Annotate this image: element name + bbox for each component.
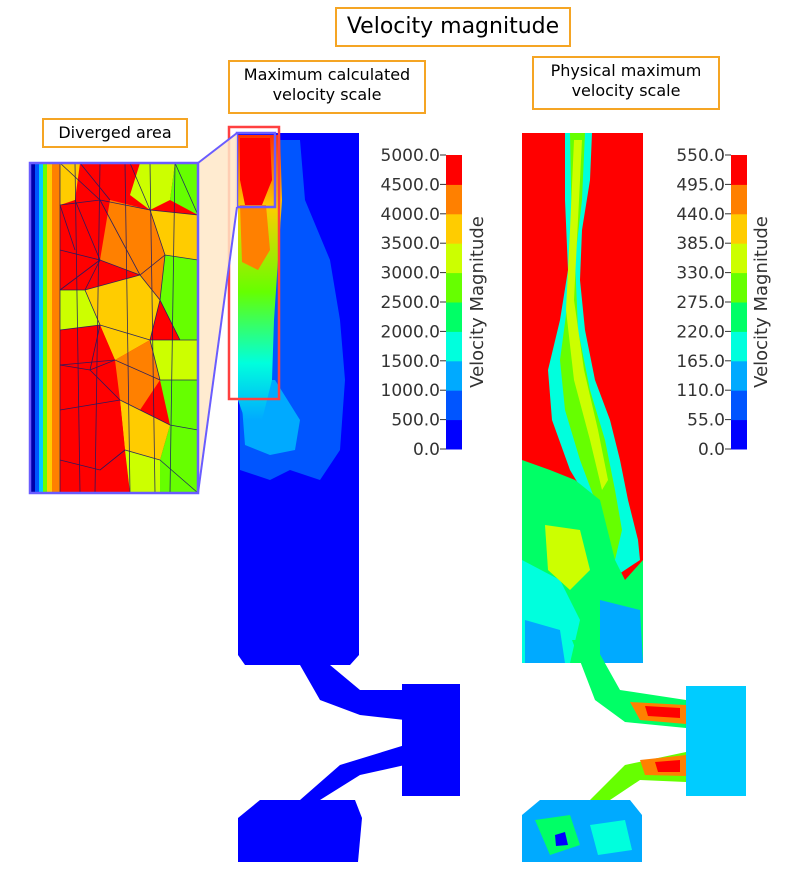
colorbar-swatch [446, 419, 462, 450]
colorbar-tick-label: 55.0 [687, 411, 725, 431]
colorbar-swatch [731, 184, 747, 215]
left-duct-upper [300, 665, 405, 720]
colorbar-swatch [731, 419, 747, 450]
colorbar-swatch [731, 331, 747, 362]
colorbar-swatch [731, 360, 747, 391]
colorbar-tick-label: 4500.0 [381, 175, 440, 195]
colorbar-swatch [446, 390, 462, 421]
colorbar-tick-label: 385.0 [676, 234, 725, 254]
left-domain [238, 133, 460, 862]
left-bottom-chamber [238, 800, 362, 862]
colorbar-tick-label: 2500.0 [381, 293, 440, 313]
right-lower-yellow [545, 525, 590, 590]
zoom-frame [28, 161, 200, 495]
right-lower-blue [525, 620, 565, 663]
right-yellow-strand [566, 140, 608, 490]
colorbar-swatch [446, 360, 462, 391]
colorbar-tick-label: 0.0 [413, 440, 440, 460]
left-chamber-bottom [238, 640, 359, 665]
colorbar-right-title: Velocity Magnitude [751, 216, 772, 388]
left-side-box [402, 684, 460, 796]
colorbar-tick-label: 5000.0 [381, 146, 440, 166]
colorbar-tick-label: 3000.0 [381, 264, 440, 284]
colorbar-tick-label: 440.0 [676, 205, 725, 225]
colorbar-swatch [731, 243, 747, 274]
colorbar-swatch [446, 155, 462, 185]
colorbar-tick-label: 110.0 [676, 381, 725, 401]
colorbar-tick-label: 550.0 [676, 146, 725, 166]
colorbar-swatch [446, 302, 462, 332]
colorbar-tick-label: 1000.0 [381, 381, 440, 401]
colorbar-tick-label: 275.0 [676, 293, 725, 313]
colorbar-tick-label: 1500.0 [381, 352, 440, 372]
colorbar-tick-label: 2000.0 [381, 322, 440, 342]
colorbar-swatch [731, 272, 747, 303]
colorbar-swatch [446, 213, 462, 244]
colorbar-tick-label: 4000.0 [381, 205, 440, 225]
right-side-box [686, 686, 746, 796]
left-orange-core [240, 205, 270, 270]
colorbar-swatch [446, 243, 462, 274]
left-red-core [240, 138, 272, 205]
colorbar-tick-label: 220.0 [676, 322, 725, 342]
colorbar-right: 550.0 495.0 440.0 385.0 330.0 275.0 220.0 165.0… [676, 146, 747, 460]
physical-max-label: Physical maximum velocity scale [532, 56, 720, 110]
zoom-connector [198, 133, 237, 493]
colorbar-tick-label: 0.0 [698, 440, 725, 460]
left-duct-lower [285, 745, 405, 830]
max-calculated-label: Maximum calculated velocity scale [228, 60, 426, 114]
colorbar-tick-label: 165.0 [676, 352, 725, 372]
colorbar-swatch [731, 155, 747, 185]
right-lower-blue2 [600, 600, 643, 663]
colorbar-tick-label: 500.0 [391, 411, 440, 431]
diverged-area-label: Diverged area [42, 118, 188, 148]
colorbar-swatch [446, 331, 462, 362]
colorbar-swatch [731, 390, 747, 421]
colorbar-left: 5000.0 4500.0 4000.0 3500.0 3000.0 2500.0 2000… [381, 146, 462, 460]
figure-title: Velocity magnitude [335, 7, 571, 47]
colorbar-swatch [731, 213, 747, 244]
right-domain [522, 133, 746, 862]
colorbar-tick-label: 495.0 [676, 175, 725, 195]
colorbar-left-title: Velocity Magnitude [467, 216, 488, 388]
colorbar-tick-label: 3500.0 [381, 234, 440, 254]
diverged-zoom [28, 161, 200, 495]
colorbar-swatch [446, 184, 462, 215]
colorbar-swatch [731, 302, 747, 332]
colorbar-swatch [446, 272, 462, 303]
colorbar-tick-label: 330.0 [676, 264, 725, 284]
